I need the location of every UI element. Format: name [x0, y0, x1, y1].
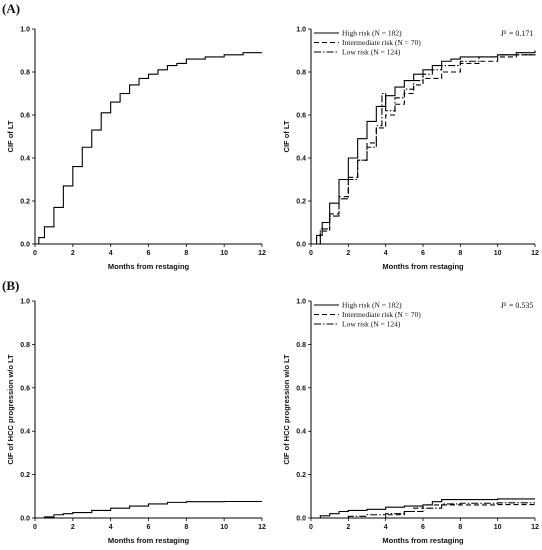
- y-tick-label: 1.0: [20, 27, 30, 34]
- x-axis-title: Months from restaging: [382, 536, 464, 545]
- y-tick-label: 0.2: [20, 472, 30, 479]
- x-tick-label: 4: [109, 524, 113, 531]
- x-tick-label: 10: [220, 524, 228, 531]
- x-tick-label: 2: [346, 250, 350, 257]
- y-tick-label: 0.2: [296, 199, 306, 206]
- x-tick-label: 12: [531, 250, 539, 257]
- x-axis-title: Months from restaging: [382, 262, 464, 271]
- y-tick-label: 0.4: [20, 429, 30, 436]
- x-tick-label: 6: [147, 250, 151, 257]
- series-line-dashed: [311, 503, 535, 519]
- series-line-solid: [311, 50, 536, 245]
- legend-label: Low risk (N = 124): [342, 320, 401, 329]
- y-tick-label: 0.8: [296, 70, 306, 77]
- legend-label: Intermediate risk (N = 70): [342, 310, 421, 319]
- y-tick-label: 0.4: [296, 429, 306, 436]
- y-tick-label: 0.8: [20, 70, 30, 77]
- y-tick-label: 1.0: [20, 299, 30, 306]
- x-tick-label: 10: [494, 250, 502, 257]
- y-tick-label: 0.4: [296, 156, 306, 163]
- series-line-dashdot: [311, 52, 536, 245]
- legend-label: High risk (N = 182): [342, 29, 402, 38]
- x-tick-label: 10: [220, 250, 228, 257]
- chart-2: 0 2 4 6 8 10 12 0.0 0.2 0.4 0.6 0.8 1.0 Months from r…: [282, 27, 539, 272]
- series-line-dashed: [311, 54, 535, 245]
- y-tick-label: 1.0: [296, 299, 306, 306]
- x-tick-label: 4: [109, 250, 113, 257]
- x-axis-title: Months from restaging: [108, 262, 190, 271]
- x-tick-label: 0: [33, 524, 37, 531]
- x-tick-label: 0: [309, 524, 313, 531]
- x-tick-label: 2: [71, 250, 75, 257]
- chart-4: 0 2 4 6 8 10 12 0.0 0.2 0.4 0.6 0.8 1.0 Months from r…: [282, 299, 539, 546]
- y-axis-title: CIF of HCC progression w/o LT: [282, 354, 291, 465]
- x-axis-title: Months from restaging: [108, 536, 190, 545]
- x-tick-label: 0: [309, 250, 313, 257]
- x-tick-label: 10: [494, 524, 502, 531]
- x-tick-label: 6: [421, 524, 425, 531]
- y-tick-label: 0.8: [20, 342, 30, 349]
- x-tick-label: 8: [184, 250, 188, 257]
- x-tick-label: 0: [33, 250, 37, 257]
- y-axis-title: CIF of HCC progression w/o LT: [6, 354, 15, 465]
- x-tick-label: 12: [258, 524, 266, 531]
- legend: High risk (N = 182)Intermediate risk (N …: [314, 29, 421, 57]
- chart-1: 0 2 4 6 8 10 12 0.0 0.2 0.4 0.6 0.8 1.0 Months from r…: [6, 27, 266, 272]
- y-tick-label: 0.4: [20, 156, 30, 163]
- legend: High risk (N = 182)Intermediate risk (N …: [314, 301, 421, 329]
- x-tick-label: 6: [147, 524, 151, 531]
- y-tick-label: 0.0: [20, 516, 30, 523]
- x-tick-label: 2: [346, 524, 350, 531]
- y-tick-label: 0.0: [296, 242, 306, 249]
- y-tick-label: 0.2: [20, 199, 30, 206]
- y-tick-label: 0.6: [20, 113, 30, 120]
- series-line-solid: [35, 52, 262, 245]
- y-tick-label: 0.0: [296, 516, 306, 523]
- legend-label: High risk (N = 182): [342, 301, 402, 310]
- series-line-solid: [311, 498, 535, 519]
- series-line-solid: [35, 500, 262, 519]
- series-line-dashdot: [311, 502, 535, 519]
- x-tick-label: 8: [458, 524, 462, 531]
- y-tick-label: 0.2: [296, 472, 306, 479]
- x-tick-label: 4: [384, 524, 388, 531]
- y-tick-label: 0.6: [296, 385, 306, 392]
- chart-3: 0 2 4 6 8 10 12 0.0 0.2 0.4 0.6 0.8 1.0 Months from r…: [6, 299, 266, 546]
- x-tick-label: 2: [71, 524, 75, 531]
- p-value-label: P = 0.535: [500, 301, 533, 310]
- y-tick-label: 0.8: [296, 342, 306, 349]
- x-tick-label: 4: [384, 250, 388, 257]
- y-tick-label: 0.0: [20, 242, 30, 249]
- panel-label-a: (A): [2, 1, 21, 16]
- y-tick-label: 0.6: [20, 385, 30, 392]
- legend-label: Intermediate risk (N = 70): [342, 38, 421, 47]
- x-tick-label: 6: [421, 250, 425, 257]
- y-axis-title: CIF of LT: [6, 120, 15, 152]
- y-tick-label: 1.0: [296, 27, 306, 34]
- x-tick-label: 12: [258, 250, 266, 257]
- panel-label-b: (B): [2, 278, 20, 293]
- p-value-label: P = 0.171: [500, 29, 533, 38]
- x-tick-label: 8: [184, 524, 188, 531]
- y-tick-label: 0.6: [296, 113, 306, 120]
- y-axis-title: CIF of LT: [282, 120, 291, 152]
- x-tick-label: 8: [458, 250, 462, 257]
- legend-label: Low risk (N = 124): [342, 48, 401, 57]
- x-tick-label: 12: [531, 524, 539, 531]
